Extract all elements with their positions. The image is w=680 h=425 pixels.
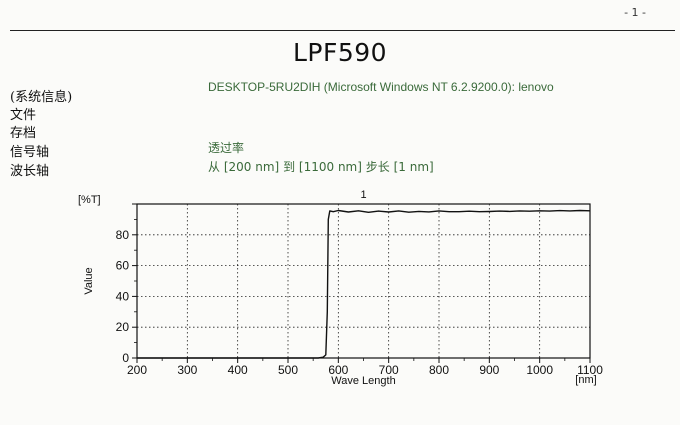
x-tick-label: 200 [127, 363, 147, 377]
range-end: [1100 nm] [298, 160, 362, 174]
x-axis-unit: [nm] [575, 374, 596, 386]
page-title: LPF590 [292, 38, 388, 67]
plot-frame [136, 203, 591, 359]
x-axis-label: Wave Length [331, 375, 395, 387]
y-tick-label: 80 [116, 228, 130, 242]
series-layer [137, 209, 591, 359]
sidebar-wavelength-axis: 波长轴 [10, 164, 50, 179]
machine-info: DESKTOP-5RU2DIH (Microsoft Windows NT 6.… [208, 80, 554, 94]
y-axis-unit: [%T] [78, 194, 101, 206]
range-start: [200 nm] [223, 160, 280, 174]
series-line [137, 209, 591, 359]
x-tick-label: 600 [328, 363, 348, 377]
range-prefix: 从 [208, 160, 221, 174]
signal-label: 透过率 [208, 141, 245, 155]
sidebar-archive: 存档 [10, 126, 37, 141]
tick-labels: 200 300 400 500 600 700 800 900 1000 1100 0 20 40 60 8… [116, 228, 604, 377]
x-tick-label: 400 [228, 363, 248, 377]
x-tick-label: 700 [379, 363, 399, 377]
grid [137, 203, 590, 358]
range-line: 从 [200 nm] 到 [1100 nm] 步长 [1 nm] [208, 158, 434, 175]
range-step-label: 步长 [365, 160, 390, 174]
x-tick-label: 300 [177, 363, 197, 377]
sidebar-signal-axis: 信号轴 [10, 145, 50, 160]
x-tick-label: 900 [479, 363, 499, 377]
x-tick-label: 1100 [577, 363, 603, 377]
ticks [132, 203, 591, 363]
y-tick-label: 0 [122, 351, 129, 365]
chart-title: 1 [360, 189, 366, 201]
page-number: - 1 - [624, 6, 646, 19]
x-tick-label: 1000 [526, 363, 553, 377]
y-tick-label: 20 [116, 320, 130, 334]
x-tick-label: 800 [429, 363, 449, 377]
sidebar-file: 文件 [10, 108, 37, 123]
y-tick-label: 40 [116, 289, 130, 303]
range-step: [1 nm] [393, 160, 434, 174]
y-axis-label: Value [83, 267, 95, 294]
y-tick-label: 60 [116, 259, 130, 273]
header-rule [10, 30, 675, 31]
range-to: 到 [283, 160, 296, 174]
sidebar-system-info: (系统信息) [10, 90, 73, 105]
x-tick-label: 500 [278, 363, 298, 377]
